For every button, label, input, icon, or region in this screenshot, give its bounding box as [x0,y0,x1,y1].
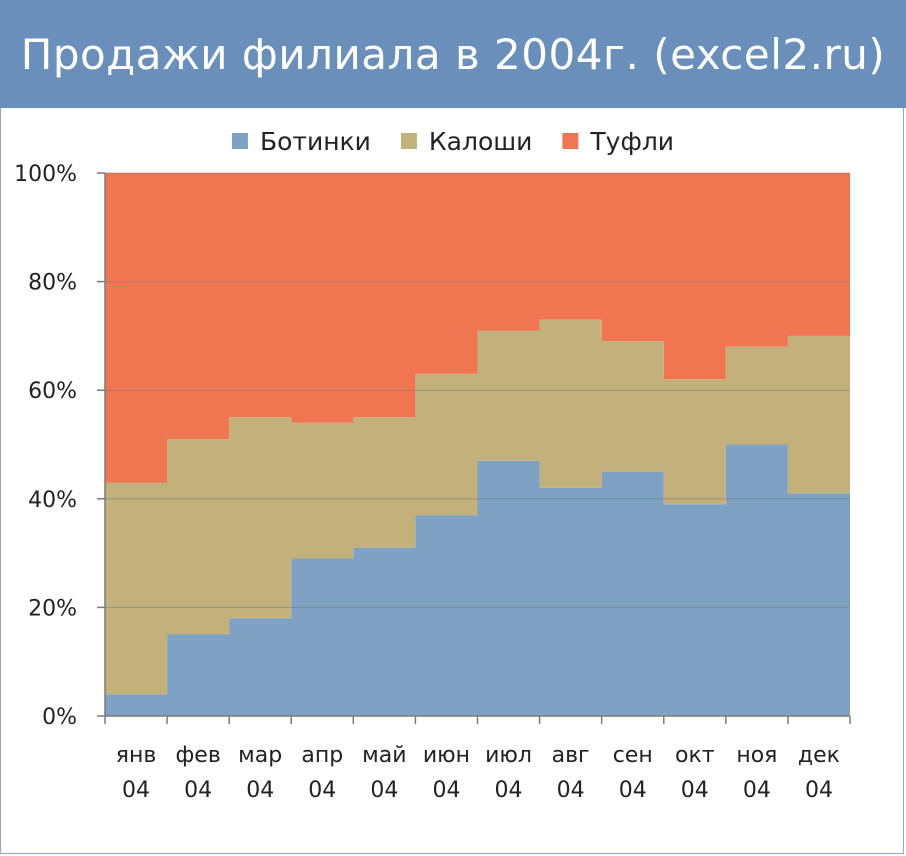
x-category-label: мар [238,743,282,768]
legend-swatch [231,133,248,149]
legend-swatch [400,133,417,149]
legend: Ботинки Калоши Туфли [231,127,674,156]
x-category-year-label: 04 [370,778,398,803]
x-category-year-label: 04 [619,778,647,803]
legend-label: Калоши [429,127,532,156]
x-category-year-label: 04 [681,778,709,803]
x-category-label: апр [301,743,343,768]
x-category-label: дек [798,743,840,768]
area-series-2 [105,319,850,695]
x-category-year-label: 04 [557,778,585,803]
x-category-year-label: 04 [184,778,212,803]
x-category-label: фев [175,743,220,768]
x-category-year-label: 04 [805,778,833,803]
y-tick-label: 40% [28,488,77,513]
x-category-label: сен [613,743,653,768]
area-series-3 [105,173,850,483]
x-category-label: авг [552,743,590,768]
y-tick-label: 100% [14,162,77,187]
legend-label: Туфли [589,127,674,156]
chart-area [0,108,904,854]
x-category-label: окт [675,743,715,768]
x-category-label: май [362,743,406,768]
y-tick-label: 20% [28,596,77,621]
x-category-year-label: 04 [308,778,336,803]
x-category-label: янв [116,743,157,768]
chart-title: Продажи филиала в 2004г. (excel2.ru) [20,29,886,79]
area-series-1 [105,444,850,716]
x-category-year-label: 04 [432,778,460,803]
y-tick-label: 80% [28,271,77,296]
x-category-label: ноя [736,743,777,768]
x-category-label: июн [423,743,470,768]
y-tick-label: 0% [42,705,77,730]
title-bar: Продажи филиала в 2004г. (excel2.ru) [0,0,906,108]
x-category-year-label: 04 [743,778,771,803]
x-category-label: июл [485,743,532,768]
x-category-year-label: 04 [122,778,150,803]
x-category-year-label: 04 [246,778,274,803]
legend-label: Ботинки [260,127,371,156]
y-tick-label: 60% [28,379,77,404]
x-category-year-label: 04 [495,778,523,803]
legend-swatch [562,133,579,149]
